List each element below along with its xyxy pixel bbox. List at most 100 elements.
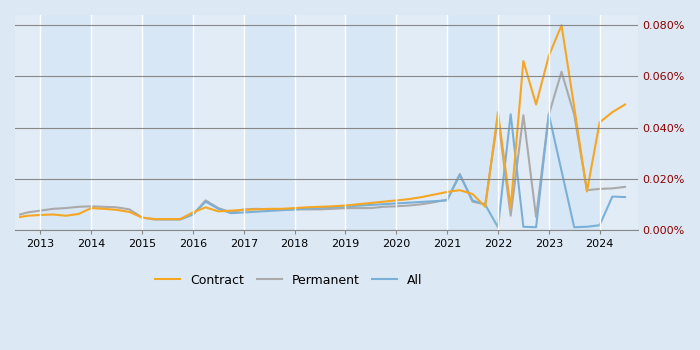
Permanent (138, 216, 146, 220)
Bar (0, 15, 41, 230)
Bar (244, 15, 295, 230)
Contract (545, 54, 553, 58)
All (456, 173, 464, 177)
Bar (600, 15, 650, 230)
Permanent (468, 199, 477, 204)
Permanent (290, 207, 299, 211)
All (494, 225, 502, 229)
Permanent (239, 207, 248, 211)
Contract (100, 207, 108, 211)
Permanent (367, 206, 375, 210)
Permanent (392, 204, 400, 208)
Permanent (417, 202, 426, 206)
Permanent (87, 204, 95, 208)
Contract (481, 205, 489, 209)
Contract (507, 206, 515, 210)
Permanent (265, 207, 274, 211)
Bar (345, 15, 396, 230)
All (608, 195, 617, 199)
Permanent (202, 198, 210, 203)
Contract (252, 207, 260, 211)
Contract (443, 190, 452, 194)
Contract (608, 110, 617, 114)
Permanent (328, 207, 337, 211)
All (507, 112, 515, 116)
Contract (557, 23, 566, 27)
Permanent (608, 186, 617, 190)
Contract (24, 214, 32, 218)
Contract (265, 207, 274, 211)
Permanent (379, 205, 388, 209)
Permanent (570, 113, 578, 117)
Contract (138, 216, 146, 220)
Permanent (507, 214, 515, 218)
All (443, 198, 452, 203)
Contract (87, 206, 95, 210)
Permanent (150, 217, 159, 222)
All (545, 112, 553, 116)
Contract (316, 205, 324, 209)
Permanent (557, 70, 566, 74)
Contract (62, 214, 70, 218)
Permanent (494, 115, 502, 119)
Permanent (443, 197, 452, 202)
Contract (494, 110, 502, 114)
Permanent (252, 207, 260, 211)
Permanent (596, 187, 604, 191)
Permanent (214, 206, 223, 210)
Bar (41, 15, 91, 230)
All (532, 225, 540, 229)
Permanent (24, 210, 32, 215)
Bar (396, 15, 447, 230)
Contract (125, 210, 134, 214)
Contract (367, 201, 375, 205)
Contract (303, 205, 312, 209)
Bar (295, 15, 345, 230)
Permanent (176, 217, 184, 222)
Permanent (16, 212, 25, 217)
Contract (227, 209, 235, 213)
Permanent (481, 202, 489, 206)
Contract (278, 207, 286, 211)
Contract (189, 210, 197, 215)
Permanent (621, 185, 629, 189)
All (227, 211, 235, 215)
Contract (405, 197, 413, 201)
Bar (142, 15, 193, 230)
Contract (417, 195, 426, 199)
Permanent (227, 210, 235, 215)
Contract (202, 205, 210, 209)
Permanent (532, 215, 540, 219)
Permanent (36, 209, 45, 213)
Contract (49, 212, 57, 217)
Permanent (278, 208, 286, 212)
Contract (392, 198, 400, 203)
Contract (519, 59, 528, 63)
Permanent (316, 207, 324, 211)
Contract (176, 217, 184, 221)
Contract (74, 212, 83, 216)
Contract (570, 105, 578, 109)
Contract (379, 199, 388, 204)
Permanent (519, 113, 528, 117)
Permanent (113, 205, 121, 209)
Contract (354, 202, 363, 206)
Contract (468, 192, 477, 196)
Contract (290, 206, 299, 210)
Permanent (405, 203, 413, 208)
Bar (498, 15, 549, 230)
All (189, 212, 197, 217)
All (570, 225, 578, 229)
Contract (621, 103, 629, 107)
All (621, 195, 629, 199)
Legend: Contract, Permanent, All: Contract, Permanent, All (150, 269, 428, 292)
All (596, 223, 604, 227)
Bar (193, 15, 244, 230)
Contract (582, 189, 591, 194)
Line: Permanent: Permanent (20, 72, 625, 219)
Permanent (74, 205, 83, 209)
Permanent (341, 206, 349, 210)
All (582, 225, 591, 229)
Contract (239, 208, 248, 212)
Permanent (545, 113, 553, 117)
